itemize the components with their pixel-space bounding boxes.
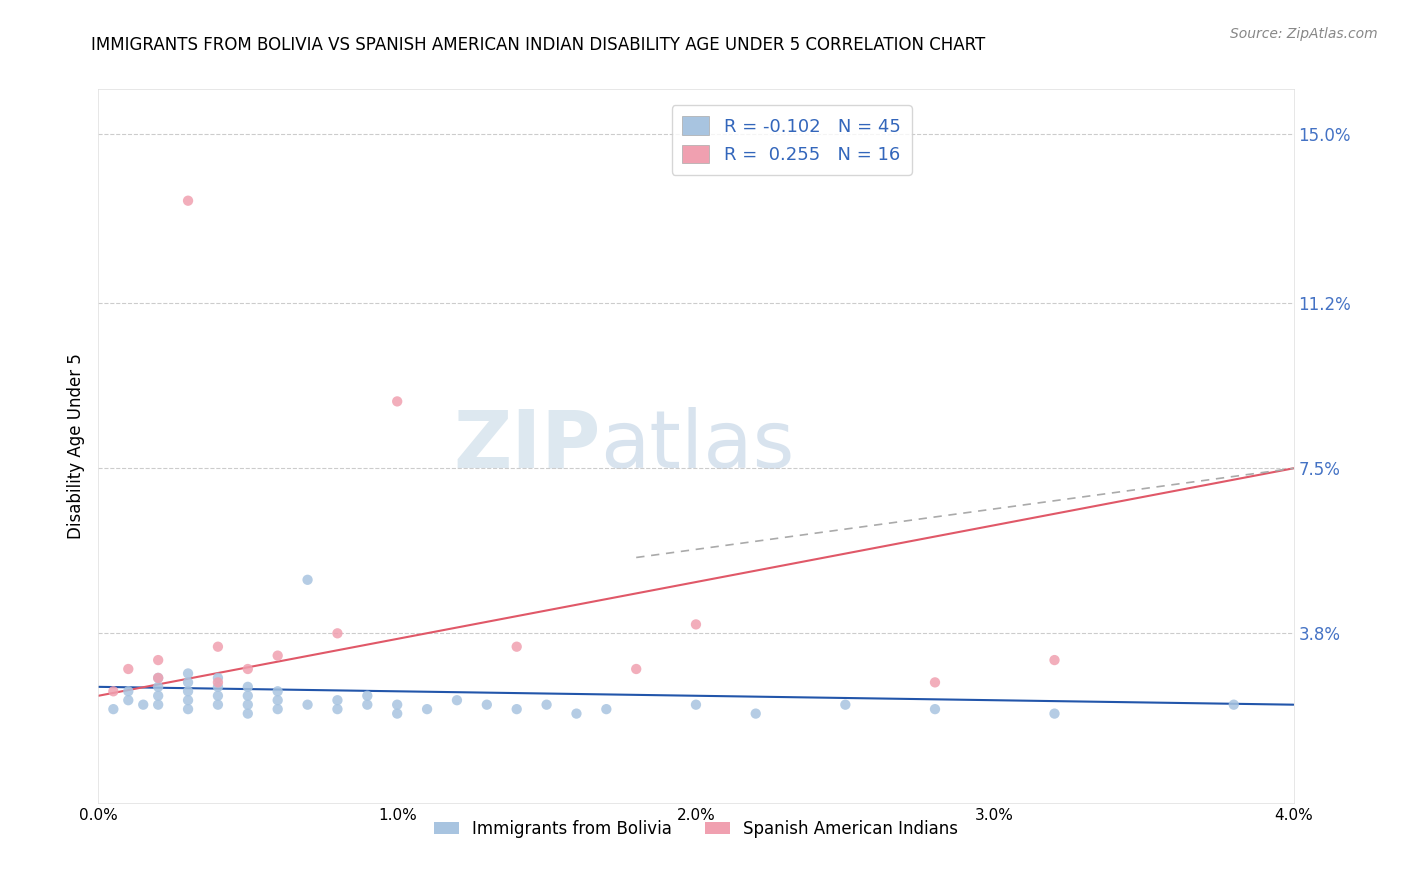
Point [1223,698,1246,712]
Point [834,698,856,712]
Point [356,698,378,712]
Y-axis label: Disability Age Under 5: Disability Age Under 5 [66,353,84,539]
Point [536,698,558,712]
Point [177,675,200,690]
Point [385,394,409,409]
Point [177,702,200,716]
Point [297,573,319,587]
Point [924,702,946,716]
Point [207,671,229,685]
Point [236,706,259,721]
Point [207,689,229,703]
Point [117,662,139,676]
Point [595,702,617,716]
Point [626,662,648,676]
Point [207,675,229,690]
Point [506,702,529,716]
Point [132,698,155,712]
Point [207,680,229,694]
Point [1043,653,1066,667]
Legend: Immigrants from Bolivia, Spanish American Indians: Immigrants from Bolivia, Spanish America… [427,814,965,845]
Point [416,702,439,716]
Point [685,698,707,712]
Point [267,684,290,698]
Point [326,693,349,707]
Point [236,662,259,676]
Point [207,698,229,712]
Text: ZIP: ZIP [453,407,600,485]
Point [148,698,170,712]
Point [148,680,170,694]
Point [177,666,200,681]
Point [385,706,409,721]
Point [103,702,125,716]
Point [103,684,125,698]
Point [356,689,378,703]
Point [117,684,139,698]
Point [236,689,259,703]
Point [267,693,290,707]
Point [177,194,200,208]
Point [148,671,170,685]
Point [267,648,290,663]
Point [506,640,529,654]
Point [117,693,139,707]
Point [685,617,707,632]
Point [745,706,768,721]
Point [385,698,409,712]
Point [1043,706,1066,721]
Point [924,675,946,690]
Point [475,698,498,712]
Point [297,698,319,712]
Point [326,626,349,640]
Point [446,693,468,707]
Point [148,671,170,685]
Point [236,698,259,712]
Point [267,702,290,716]
Point [207,640,229,654]
Point [565,706,588,721]
Point [177,684,200,698]
Point [148,653,170,667]
Text: IMMIGRANTS FROM BOLIVIA VS SPANISH AMERICAN INDIAN DISABILITY AGE UNDER 5 CORREL: IMMIGRANTS FROM BOLIVIA VS SPANISH AMERI… [91,36,986,54]
Point [236,680,259,694]
Point [177,693,200,707]
Point [148,689,170,703]
Text: Source: ZipAtlas.com: Source: ZipAtlas.com [1230,27,1378,41]
Text: atlas: atlas [600,407,794,485]
Point [326,702,349,716]
